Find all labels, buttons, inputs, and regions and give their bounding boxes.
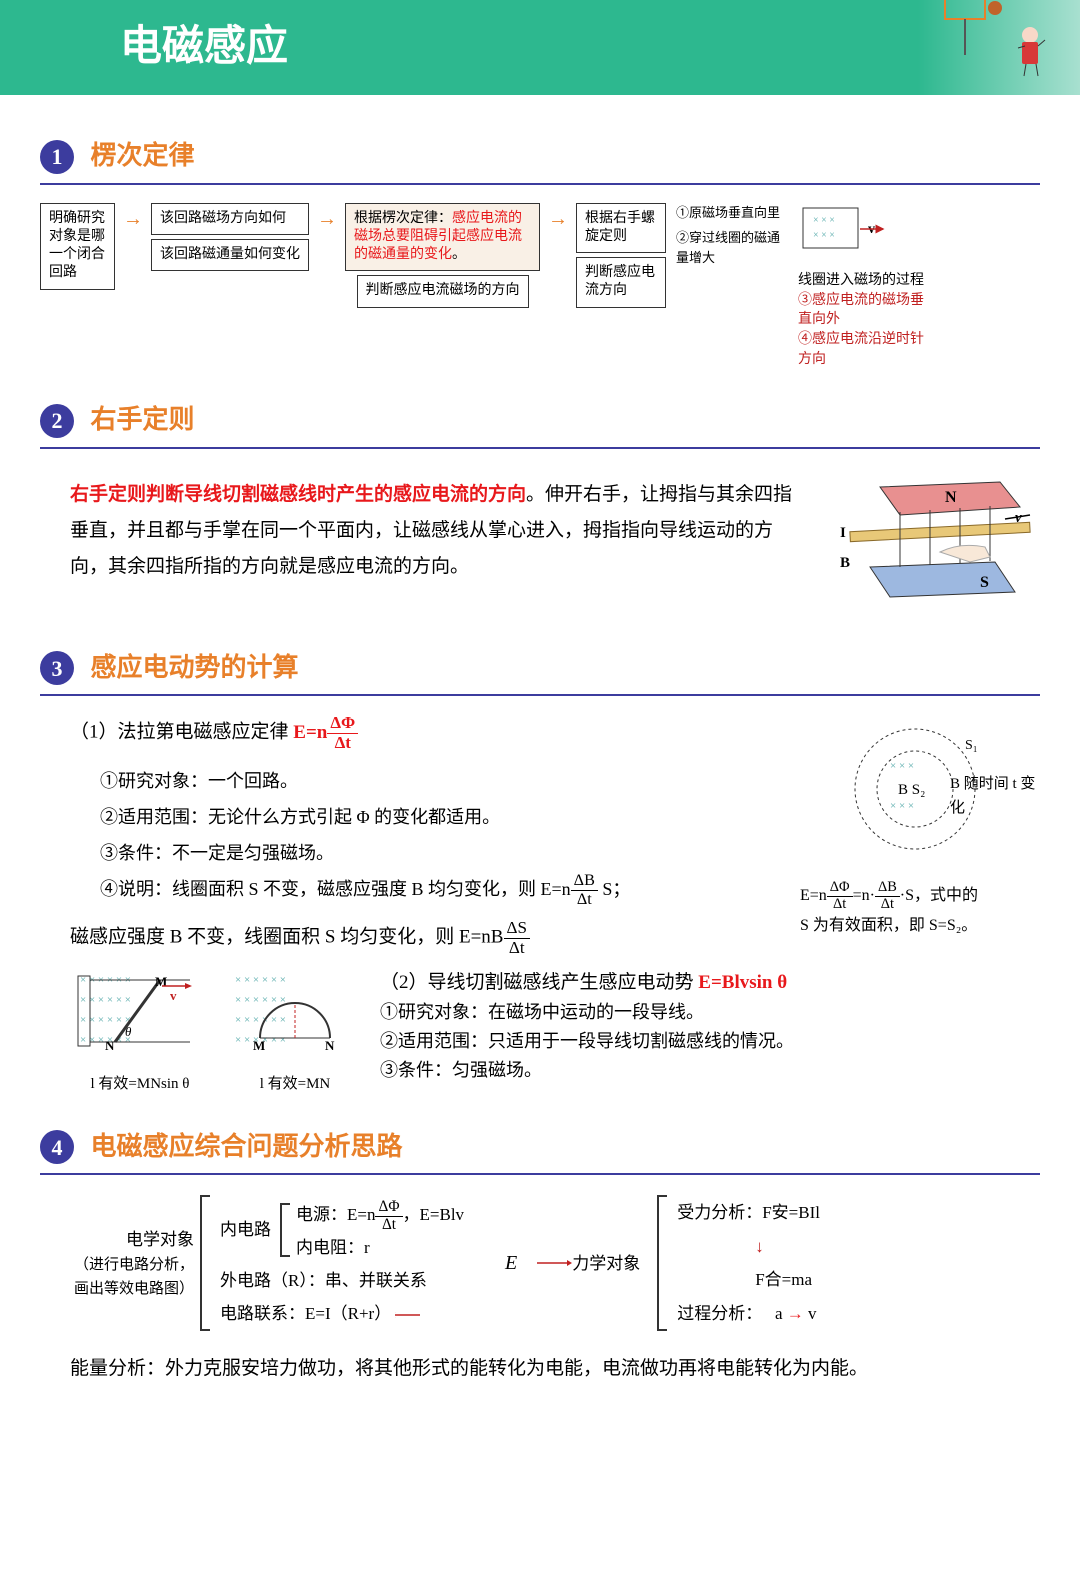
section-2: 2 右手定则 右手定则判断导线切割磁感线时产生的感应电流的方向。伸开右手，让拇指…: [40, 399, 1040, 617]
annot-4: ④感应电流沿逆时针方向: [798, 330, 928, 369]
svg-text:× × ×: × × ×: [890, 760, 914, 772]
svg-text:v: v: [170, 988, 177, 1003]
source-line: 电源：E=nΔΦΔt，E=Blv: [296, 1199, 464, 1234]
svg-text:S₁: S₁: [965, 738, 978, 753]
force-a: 受力分析：F安=BIl: [677, 1199, 820, 1226]
diagram-1: × × × × × × × × × × × × × × × × × × × × …: [70, 968, 210, 1096]
flow-box-2a: 该回路磁场方向如何: [151, 203, 309, 235]
diagram-2: × × × × × × × × × × × × × × × × × × × × …: [225, 968, 365, 1096]
svg-text:I: I: [840, 525, 846, 541]
proc-line: 过程分析： a → v: [677, 1300, 820, 1327]
svg-text:v: v: [1015, 510, 1022, 526]
flow-box-2b: 该回路磁通量如何变化: [151, 239, 309, 271]
diag2-caption: l 有效=MN: [225, 1072, 365, 1096]
force-b: F合=ma: [677, 1266, 820, 1293]
svg-text:× × × × × ×: × × × × × ×: [235, 994, 286, 1006]
fig-top-label: 线圈进入磁场的过程: [798, 271, 928, 291]
section-num-2: 2: [40, 404, 74, 438]
svg-text:× × × × × ×: × × × × × ×: [80, 994, 131, 1006]
flow-box-5: 根据右手螺旋定则: [576, 203, 666, 253]
svg-text:B S₂: B S₂: [898, 782, 925, 798]
section-3-title: 3 感应电动势的计算: [40, 647, 1040, 697]
flow-box-3: 根据楞次定律：感应电流的磁场总要阻碍引起感应电流的磁通量的变化。: [345, 203, 540, 272]
svg-text:S: S: [980, 574, 989, 591]
elec-obj-sub: （进行电路分析，画出等效电路图）: [70, 1253, 194, 1301]
svg-text:N: N: [325, 1038, 335, 1053]
header-illustration: [940, 0, 1060, 80]
bracket-1: [200, 1195, 210, 1331]
wire-cut-text: （2）导线切割磁感线产生感应电动势 E=Blvsin θ ①研究对象：在磁场中运…: [380, 968, 1040, 1085]
inner-label: 内电路: [220, 1216, 280, 1243]
right-hand-rule-text: 右手定则判断导线切割磁感线时产生的感应电流的方向。伸开右手，让拇指与其余四指垂直…: [70, 477, 800, 585]
svg-text:× × × × × ×: × × × × × ×: [80, 1014, 131, 1026]
fig-formula: E=nΔΦΔt=n·ΔBΔt·S，式中的: [800, 880, 1040, 913]
section-3: 3 感应电动势的计算 B S₂ S₁ × × × × × × B 随时间 t 变…: [40, 647, 1040, 1096]
elec-obj-label: 电学对象: [70, 1226, 194, 1253]
arrow-1: →: [121, 203, 145, 235]
svg-text:× × × × × ×: × × × × × ×: [235, 974, 286, 986]
arrow-3: →: [546, 203, 570, 235]
page-header: 电磁感应: [0, 0, 1080, 95]
svg-text:N: N: [105, 1038, 115, 1053]
section-2-title: 2 右手定则: [40, 399, 1040, 449]
fig-formula-2: S 为有效面积，即 S=S₂。: [800, 913, 1040, 939]
annot-1: ①原磁场垂直向里: [676, 203, 792, 224]
res-line: 内电阻：r: [296, 1234, 464, 1261]
section-4-title: 4 电磁感应综合问题分析思路: [40, 1126, 1040, 1176]
section-num-1: 1: [40, 140, 74, 174]
annot-3: ③感应电流的磁场垂直向外: [798, 291, 928, 330]
lenz-flow-diagram: 明确研究对象是哪一个闭合回路 → 该回路磁场方向如何 该回路磁通量如何变化 → …: [40, 203, 1040, 369]
section-1-title: 1 楞次定律: [40, 135, 1040, 185]
circle-figure: B S₂ S₁ × × × × × × B 随时间 t 变化 E=nΔΦΔt=n…: [800, 714, 1040, 938]
section-4: 4 电磁感应综合问题分析思路 电学对象 （进行电路分析，画出等效电路图） 内电路…: [40, 1126, 1040, 1388]
flow-box-6: 判断感应电流方向: [576, 257, 666, 307]
diag1-caption: l 有效=MNsin θ: [70, 1072, 210, 1096]
svg-text:B: B: [840, 555, 850, 571]
E-link: E: [490, 1247, 532, 1279]
header-title: 电磁感应: [120, 24, 288, 70]
svg-text:× × ×: × × ×: [890, 800, 914, 812]
link-arrows: [532, 1208, 572, 1318]
svg-text:θ: θ: [125, 1024, 132, 1039]
bracket-2: [657, 1195, 667, 1331]
annot-2: ②穿过线圈的磁通量增大: [676, 228, 792, 270]
energy-analysis: 能量分析：外力克服安培力做功，将其他形式的能转化为电能，电流做功再将电能转化为内…: [70, 1351, 1040, 1387]
link-line: 电路联系：E=I（R+r）: [220, 1300, 480, 1327]
flow-box-1: 明确研究对象是哪一个闭合回路: [40, 203, 115, 290]
section-num-4: 4: [40, 1130, 74, 1164]
svg-text:× × ×: × × ×: [813, 215, 835, 226]
svg-text:M: M: [253, 1038, 265, 1053]
coil-figure: × × × × × × v: [798, 203, 898, 263]
wire-cut-row: × × × × × × × × × × × × × × × × × × × × …: [70, 968, 1040, 1096]
analysis-tree: 电学对象 （进行电路分析，画出等效电路图） 内电路 电源：E=nΔΦΔt，E=B…: [70, 1195, 1010, 1331]
outer-line: 外电路（R）：串、并联关系: [220, 1267, 480, 1294]
arrow-2: →: [315, 203, 339, 235]
right-hand-figure: N S I B v: [820, 467, 1040, 617]
flow-box-4: 判断感应电流磁场的方向: [357, 275, 529, 307]
svg-text:N: N: [945, 489, 957, 506]
section-1: 1 楞次定律 明确研究对象是哪一个闭合回路 → 该回路磁场方向如何 该回路磁通量…: [40, 135, 1040, 369]
svg-text:× × × × × ×: × × × × × ×: [235, 1014, 286, 1026]
mech-obj-label: 力学对象: [572, 1250, 657, 1277]
section-num-3: 3: [40, 651, 74, 685]
svg-text:× × ×: × × ×: [813, 230, 835, 241]
